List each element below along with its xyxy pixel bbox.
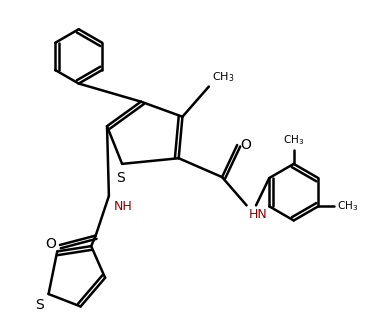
Text: HN: HN (249, 208, 267, 221)
Text: CH$_3$: CH$_3$ (337, 200, 358, 213)
Text: S: S (35, 298, 44, 312)
Text: S: S (116, 171, 125, 185)
Text: NH: NH (113, 200, 132, 213)
Text: CH$_3$: CH$_3$ (212, 70, 234, 84)
Text: O: O (45, 237, 56, 251)
Text: O: O (240, 138, 251, 152)
Text: CH$_3$: CH$_3$ (283, 133, 304, 147)
